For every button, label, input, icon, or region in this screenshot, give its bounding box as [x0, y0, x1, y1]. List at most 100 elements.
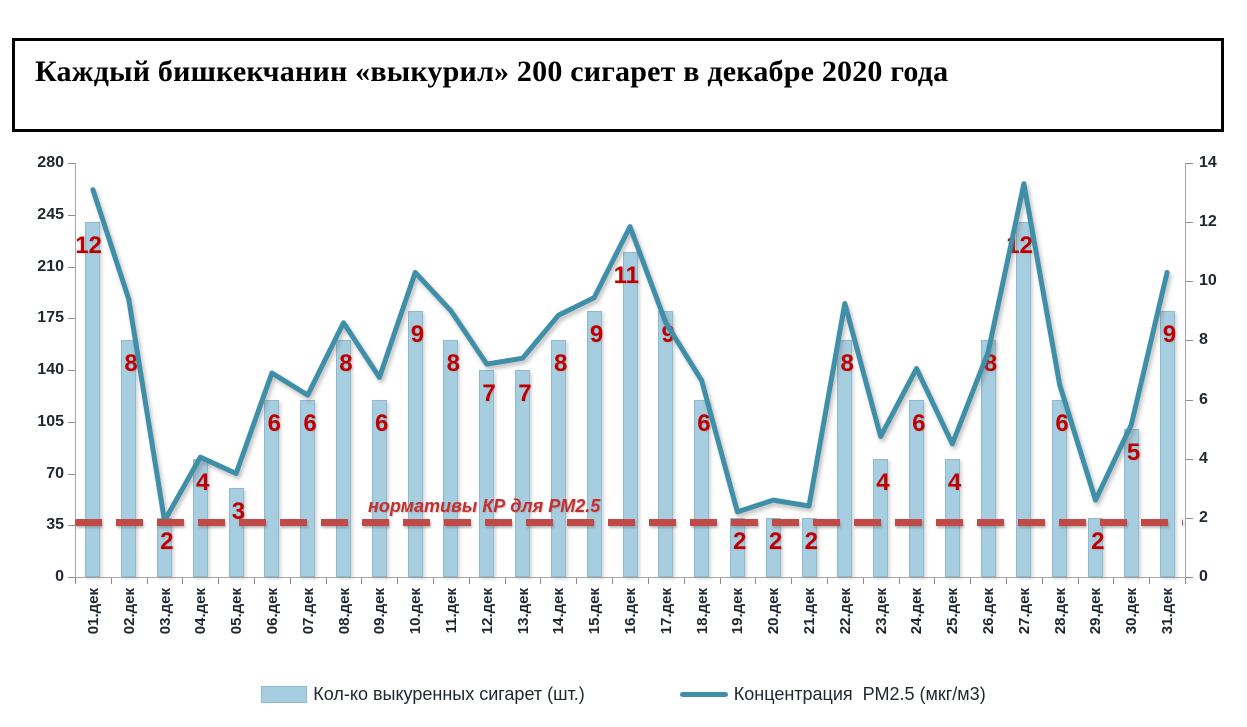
page-title: Каждый бишкекчанин «выкурил» 200 сигарет…: [35, 55, 949, 88]
cigarettes-bar-data-label: 6: [697, 409, 711, 437]
y-axis-left-tick: [68, 266, 75, 268]
x-axis-tick: [719, 578, 721, 584]
x-axis-tick: [182, 578, 184, 584]
x-axis-category-label: 24.дек: [908, 588, 926, 635]
cigarettes-bar-data-label: 9: [410, 320, 425, 348]
cigarettes-bar-data-label: 2: [1091, 527, 1105, 555]
legend-item-cigarettes: Кол-ко выкуренных сигарет (шт.): [261, 684, 585, 705]
bar-series-label: Кол-ко выкуренных сигарет (шт.): [313, 684, 585, 704]
legend: Кол-ко выкуренных сигарет (шт.) Концентр…: [0, 684, 1247, 705]
cigarettes-bar-data-label: 4: [947, 468, 962, 496]
y-axis-left-tick-label: 140: [37, 361, 64, 378]
y-axis-left-tick-label: 210: [37, 257, 64, 275]
x-axis-tick: [289, 578, 291, 584]
x-axis-category-label: 13.дек: [514, 588, 532, 635]
x-axis-category-label: 10.дек: [407, 588, 425, 635]
x-axis-category-label: 22.дек: [836, 588, 854, 635]
cigarettes-bar-data-label: 11: [613, 261, 639, 289]
x-axis-tick: [504, 578, 506, 584]
cigarettes-bar-data-label: 2: [768, 527, 783, 555]
y-axis-right-tick: [1186, 517, 1193, 519]
x-axis-tick: [218, 578, 220, 584]
y-axis-right-tick: [1186, 163, 1193, 164]
x-axis-category-label: 03.дек: [156, 588, 174, 635]
y-axis-right-tick-label: 12: [1199, 213, 1217, 231]
x-axis-category-label: 01.дек: [84, 588, 102, 635]
cigarettes-bar-data-label: 4: [195, 468, 210, 496]
cigarettes-bar-data-label: 6: [374, 409, 389, 437]
cigarettes-bar-data-label: 9: [589, 320, 604, 348]
x-axis-tick: [361, 578, 363, 584]
y-axis-left-tick: [68, 525, 75, 527]
cigarettes-bar: [586, 310, 602, 577]
y-axis-right-tick: [1186, 340, 1193, 342]
y-axis-right-tick-label: 10: [1199, 272, 1217, 290]
y-axis-left-tick: [68, 577, 75, 578]
x-axis-category-label: 21.дек: [801, 588, 819, 635]
cigarettes-bar-data-label: 7: [482, 380, 496, 407]
x-axis-tick: [1113, 578, 1115, 584]
x-axis-category-label: 20.дек: [765, 588, 783, 635]
y-axis-left-tick: [68, 473, 75, 475]
x-axis-tick: [110, 578, 112, 584]
cigarettes-bar: [658, 310, 674, 577]
cigarettes-bar: [1159, 310, 1175, 577]
x-axis-tick: [898, 578, 900, 584]
x-axis-category-label: 27.дек: [1015, 588, 1033, 635]
x-axis-tick: [1041, 578, 1043, 584]
x-axis-tick: [612, 578, 614, 584]
x-axis-category-label: 28.дек: [1051, 588, 1069, 635]
x-axis-category-label: 04.дек: [192, 588, 210, 635]
x-axis-category-label: 25.дек: [944, 588, 962, 635]
y-axis-right-tick: [1186, 281, 1193, 283]
x-axis-tick: [934, 578, 936, 584]
y-axis-right: [1185, 163, 1186, 577]
y-axis-right-tick: [1186, 399, 1193, 401]
y-axis-left-tick-label: 70: [46, 464, 64, 482]
cigarettes-bar-data-label: 8: [983, 350, 998, 378]
cigarettes-bar-data-label: 12: [1006, 232, 1033, 260]
x-axis-tick: [1149, 578, 1151, 584]
x-axis-category-label: 14.дек: [550, 588, 568, 635]
x-axis-tick: [970, 578, 972, 584]
y-axis-left-tick: [68, 163, 75, 164]
x-axis-category-label: 16.дек: [622, 588, 639, 635]
x-axis-category-label: 12.дек: [478, 588, 496, 635]
x-axis-category-label: 31.дек: [1159, 588, 1177, 635]
x-axis-category-label: 07.дек: [299, 588, 317, 635]
cigarettes-bar-data-label: 9: [1162, 320, 1177, 348]
cigarettes-bar-data-label: 8: [446, 350, 460, 378]
x-axis-tick: [468, 578, 470, 584]
x-axis-tick: [146, 578, 148, 584]
x-axis-category-label: 11.дек: [442, 588, 460, 634]
cigarettes-bar: [407, 310, 423, 577]
x-axis-tick: [254, 578, 256, 584]
x-axis-tick: [647, 578, 649, 584]
y-axis-right-tick-label: 6: [1199, 390, 1208, 408]
cigarettes-bar-data-label: 4: [876, 468, 890, 496]
y-axis-left-tick-label: 245: [37, 205, 64, 223]
bar-series-swatch: [261, 686, 308, 703]
x-axis-tick: [755, 578, 757, 584]
x-axis-tick: [791, 578, 793, 584]
x-axis-category-label: 09.дек: [371, 588, 389, 635]
x-axis-tick: [1185, 578, 1186, 584]
cigarettes-bar-data-label: 8: [339, 350, 353, 378]
cigarettes-bar-data-label: 2: [160, 527, 174, 555]
y-axis-left-tick-label: 35: [46, 516, 64, 534]
y-axis-left: [75, 163, 76, 577]
y-axis-left-tick-label: 280: [37, 154, 64, 171]
y-axis-left-tick-label: 0: [55, 568, 64, 585]
y-axis-right-tick-label: 14: [1199, 154, 1217, 171]
y-axis-right-tick: [1186, 222, 1193, 224]
y-axis-left-tick: [68, 370, 75, 371]
x-axis-tick: [576, 578, 578, 584]
x-axis-tick: [826, 578, 828, 584]
x-axis-tick: [683, 578, 685, 584]
x-axis-category-label: 26.дек: [980, 588, 998, 635]
legend-item-pm25: Концентрация РМ2.5 (мкг/м3): [679, 684, 986, 705]
x-axis-tick: [862, 578, 864, 584]
cigarettes-bar-data-label: 9: [661, 320, 675, 348]
cigarettes-bar-data-label: 7: [518, 380, 532, 407]
